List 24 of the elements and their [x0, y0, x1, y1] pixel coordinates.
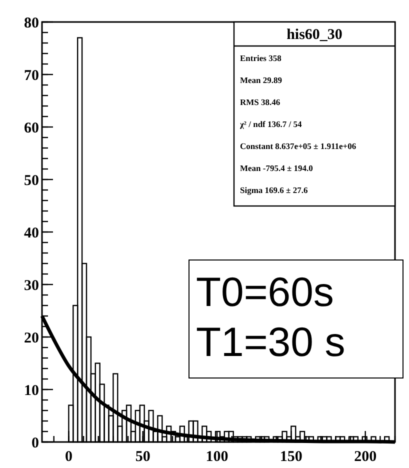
annotation: T0=60s: [196, 269, 334, 315]
annotation: Sigma 169.6 ± 27.6: [240, 185, 308, 195]
annotation: RMS 38.46: [240, 97, 280, 107]
annotation: Constant 8.637e+05 ± 1.911e+06: [240, 141, 356, 151]
x-tick-label: 100: [206, 449, 228, 465]
annotation: T1=30 s: [196, 319, 346, 365]
y-tick-label: 40: [24, 225, 39, 242]
x-tick-label: 200: [354, 449, 377, 465]
annotation: χ² / ndf 136.7 / 54: [239, 119, 302, 129]
y-tick-label: 50: [24, 172, 39, 189]
y-tick-label: 80: [24, 15, 39, 32]
annotation: Entries 358: [240, 53, 282, 63]
x-tick-label: 0: [64, 449, 72, 465]
y-tick-label: 70: [24, 68, 39, 84]
y-tick-label: 60: [24, 120, 39, 136]
x-tick-label: 50: [135, 449, 150, 465]
y-tick-label: 20: [24, 330, 39, 346]
annotation: Mean -795.4 ± 194.0: [240, 163, 313, 173]
x-tick-label: 150: [280, 449, 302, 465]
chart-title: his60_30: [286, 27, 342, 43]
annotation: Mean 29.89: [240, 75, 282, 85]
y-tick-label: 0: [32, 435, 39, 452]
y-tick-label: 10: [24, 382, 39, 399]
y-tick-label: 30: [24, 278, 39, 294]
